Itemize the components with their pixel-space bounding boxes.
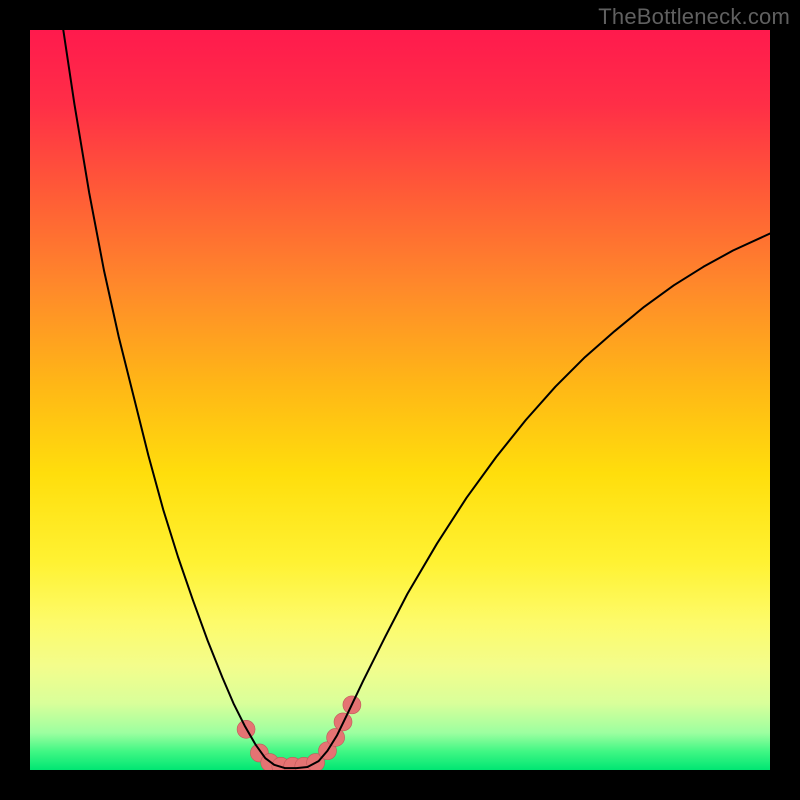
chart-svg xyxy=(0,0,800,800)
watermark-text: TheBottleneck.com xyxy=(598,4,790,30)
chart-frame: TheBottleneck.com xyxy=(0,0,800,800)
plot-background xyxy=(30,30,770,770)
